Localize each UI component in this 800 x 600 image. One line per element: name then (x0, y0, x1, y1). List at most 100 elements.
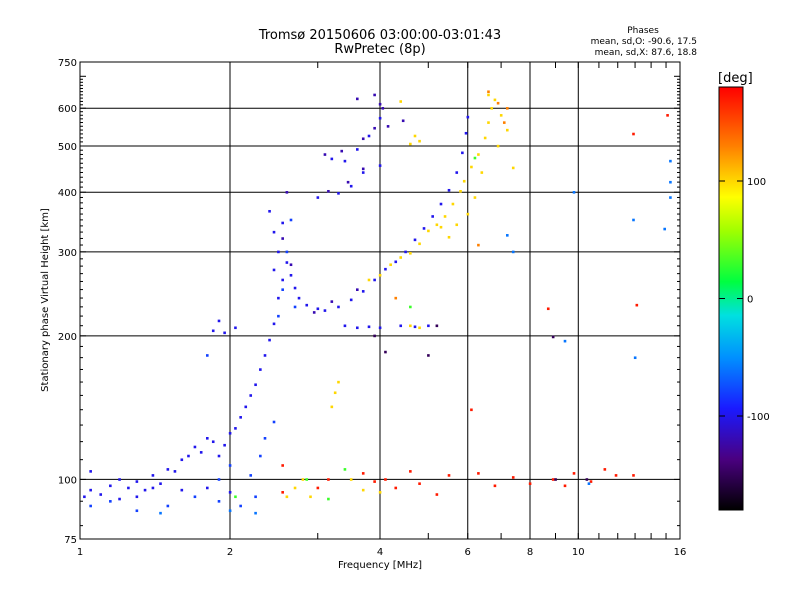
data-point (663, 227, 666, 231)
data-point (330, 300, 334, 303)
data-point (151, 486, 155, 490)
y-tick-label: 300 (58, 248, 77, 259)
data-point (435, 493, 439, 496)
data-point (285, 261, 289, 264)
data-point (399, 324, 403, 328)
chart-subtitle: RwPretec (8p) (334, 42, 425, 57)
data-point (312, 311, 316, 314)
stats-line-o: mean, sd,O: -90.6, 17.5 (591, 37, 697, 47)
data-point (228, 491, 232, 494)
data-point (234, 495, 237, 499)
data-point (281, 491, 284, 494)
data-point (551, 335, 555, 339)
data-point (409, 470, 412, 473)
data-point (585, 478, 589, 481)
x-tick-label: 1 (77, 547, 83, 558)
y-tick-label: 200 (58, 332, 77, 343)
data-point (614, 474, 618, 477)
data-point (277, 250, 280, 254)
data-point (666, 114, 669, 117)
data-point (316, 307, 320, 311)
data-point (459, 189, 462, 193)
data-point (447, 235, 451, 239)
stats-heading: Phases (627, 26, 659, 36)
data-point (464, 131, 468, 135)
data-point (496, 101, 500, 105)
data-point (289, 218, 293, 222)
data-point (466, 212, 470, 216)
data-point (223, 443, 226, 447)
y-tick-label: 100 (58, 475, 77, 486)
data-point (217, 454, 221, 458)
data-point (386, 125, 390, 128)
x-tick-labels: 1 2 4 6 8 10 16 (77, 547, 687, 558)
data-point (451, 202, 455, 206)
data-point (135, 495, 139, 499)
data-point (361, 488, 365, 492)
data-point (118, 497, 121, 501)
data-point (373, 480, 376, 483)
data-point (633, 356, 637, 360)
data-point (635, 303, 639, 307)
data-point (511, 166, 515, 170)
colorbar: [deg] -100 0 100 (718, 71, 770, 511)
data-point (422, 227, 426, 230)
data-point (99, 493, 103, 496)
data-point (505, 128, 509, 132)
data-point (343, 159, 347, 163)
data-point (502, 121, 506, 124)
data-point (462, 179, 466, 183)
data-point (254, 511, 257, 515)
data-point (367, 325, 371, 329)
data-point (268, 209, 271, 213)
data-point (205, 486, 209, 490)
data-point (293, 305, 297, 309)
x-tick-label: 4 (377, 547, 383, 558)
data-point (563, 484, 567, 488)
data-point (259, 454, 262, 458)
data-point (477, 153, 480, 156)
data-point (151, 474, 155, 477)
data-point (505, 234, 509, 237)
y-tick-label: 500 (58, 142, 77, 153)
colorbar-tick-label: -100 (747, 412, 770, 423)
data-point (483, 136, 487, 140)
data-point (418, 326, 421, 330)
data-point (361, 472, 365, 475)
data-point (330, 157, 334, 161)
data-point (632, 218, 635, 222)
data-point (217, 319, 221, 323)
data-point (285, 495, 289, 499)
data-point (83, 495, 86, 499)
gridlines (80, 62, 680, 539)
data-point (470, 408, 473, 412)
data-point (193, 495, 197, 499)
data-point (228, 509, 232, 513)
data-point (511, 250, 515, 254)
x-tick-label: 2 (227, 547, 233, 558)
data-point (632, 132, 635, 136)
data-point (399, 256, 403, 259)
data-point (281, 464, 284, 467)
data-point (378, 273, 382, 277)
data-point (301, 478, 305, 481)
data-point (289, 273, 293, 277)
data-point (337, 380, 340, 384)
data-point (461, 151, 464, 155)
data-point (413, 325, 417, 329)
data-point (180, 488, 184, 492)
data-point (418, 139, 421, 143)
data-point (211, 440, 215, 444)
data-point (263, 354, 267, 357)
data-point (409, 305, 412, 309)
data-point (309, 495, 312, 499)
data-point (193, 445, 197, 449)
data-point (632, 474, 635, 477)
data-point (404, 250, 407, 254)
data-point (244, 405, 248, 409)
data-point (135, 480, 139, 483)
data-point (289, 263, 293, 267)
data-point (234, 427, 237, 430)
data-point (603, 468, 607, 471)
data-point (355, 326, 359, 330)
